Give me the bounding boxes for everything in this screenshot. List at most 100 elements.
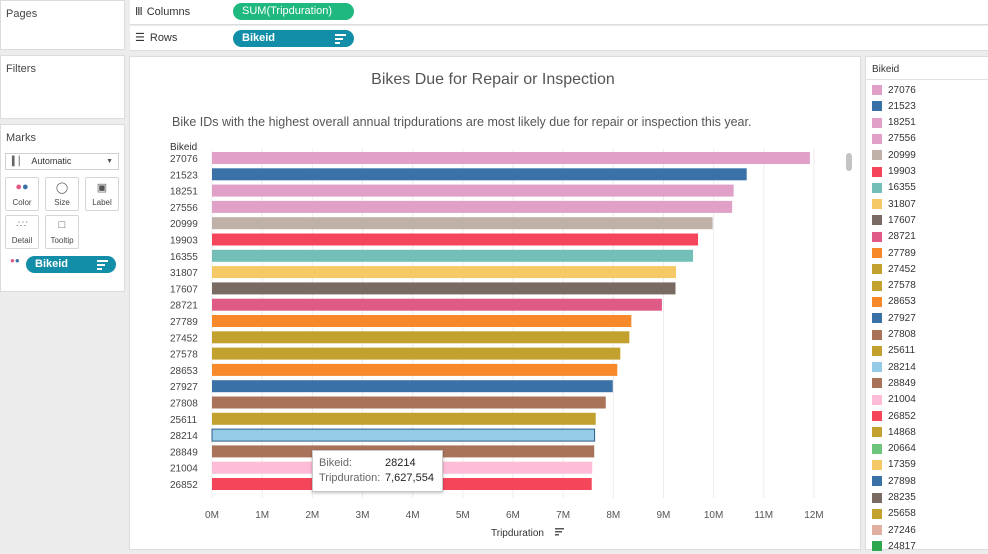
tooltip-card-button[interactable]: □ Tooltip <box>45 215 79 249</box>
bar[interactable] <box>211 428 596 442</box>
legend-item[interactable]: 27898 <box>872 473 916 489</box>
bar[interactable] <box>212 168 747 181</box>
bar[interactable] <box>212 282 676 295</box>
legend-item[interactable]: 27808 <box>872 327 916 343</box>
legend-item[interactable]: 17607 <box>872 212 916 228</box>
legend-item[interactable]: 27927 <box>872 310 916 326</box>
legend-item[interactable]: 27556 <box>872 131 916 147</box>
mark-type-value: Automatic <box>31 156 72 166</box>
legend-swatch <box>872 378 882 389</box>
y-tick-label: 28721 <box>170 301 198 312</box>
legend-item[interactable]: 18251 <box>872 115 916 131</box>
color-card-button[interactable]: ●● Color <box>5 177 39 211</box>
bar-chart-icon: ▍▏ <box>12 156 26 166</box>
size-card-button[interactable]: ◯ Size <box>45 177 79 211</box>
rows-label: Rows <box>149 31 178 44</box>
x-tick-label: 1M <box>255 510 269 521</box>
legend-item[interactable]: 28721 <box>872 229 916 245</box>
legend-label: 24817 <box>888 540 916 552</box>
bar[interactable] <box>212 412 596 425</box>
legend-swatch <box>872 296 882 307</box>
legend-label: 27578 <box>888 280 916 292</box>
bar[interactable] <box>212 331 630 344</box>
legend-item[interactable]: 28849 <box>872 375 916 391</box>
vertical-scrollbar[interactable] <box>846 153 852 171</box>
legend-label: 20999 <box>888 149 916 161</box>
tooltip-icon: □ <box>58 219 66 231</box>
size-icon: ◯ <box>55 182 69 194</box>
legend-item[interactable]: 28653 <box>872 294 916 310</box>
x-tick-label: 5M <box>456 510 470 521</box>
y-tick-label: 27452 <box>170 333 198 344</box>
legend-item[interactable]: 21523 <box>872 98 916 114</box>
legend-item[interactable]: 25658 <box>872 506 916 522</box>
legend-item[interactable]: 25611 <box>872 343 915 359</box>
bar[interactable] <box>212 363 618 376</box>
legend-swatch <box>872 459 882 470</box>
legend-item[interactable]: 27789 <box>872 245 916 261</box>
legend-item[interactable]: 26852 <box>872 408 916 424</box>
bar[interactable] <box>212 298 662 311</box>
bar[interactable] <box>212 152 810 164</box>
legend-label: 27246 <box>888 524 916 536</box>
bar[interactable] <box>212 217 713 230</box>
text-label-icon: ▣ <box>96 182 108 194</box>
legend-label: 27898 <box>888 475 916 487</box>
marks-label: Marks <box>6 132 36 144</box>
sort-icon <box>335 32 346 44</box>
x-axis-sort-icon[interactable] <box>555 528 564 536</box>
legend-item[interactable]: 27246 <box>872 522 916 538</box>
legend-label: 27076 <box>888 84 916 96</box>
bar[interactable] <box>212 249 694 262</box>
x-tick-label: 8M <box>606 510 620 521</box>
rows-shelf[interactable]: ☰ Rows Bikeid <box>130 26 988 51</box>
bar[interactable] <box>212 266 676 279</box>
y-tick-label: 19903 <box>170 236 198 247</box>
bar[interactable] <box>212 184 734 197</box>
columns-pill-label: SUM(Tripduration) <box>242 5 333 17</box>
bar[interactable] <box>212 347 621 360</box>
legend-item[interactable]: 20664 <box>872 441 916 457</box>
bar[interactable] <box>212 380 613 393</box>
tooltip-card-label: Tooltip <box>50 236 74 245</box>
y-tick-label: 27076 <box>170 154 198 165</box>
color-icon: ●● <box>15 181 29 193</box>
legend-swatch <box>872 133 882 144</box>
legend-item[interactable]: 27578 <box>872 278 916 294</box>
legend-item[interactable]: 16355 <box>872 180 916 196</box>
legend-swatch <box>872 248 882 258</box>
columns-pill[interactable]: SUM(Tripduration) <box>233 3 354 20</box>
legend-item[interactable]: 27452 <box>872 261 916 277</box>
legend-item[interactable]: 28214 <box>872 359 916 375</box>
legend-item[interactable]: 19903 <box>872 164 916 180</box>
legend-item[interactable]: 28235 <box>872 490 916 506</box>
mark-type-dropdown[interactable]: ▍▏ Automatic ▼ <box>5 153 119 170</box>
filters-shelf[interactable]: Filters <box>0 55 125 119</box>
rows-pill[interactable]: Bikeid <box>233 30 354 47</box>
legend-swatch <box>872 345 882 356</box>
columns-shelf[interactable]: ⅠⅠⅠ Columns SUM(Tripduration) <box>130 0 988 25</box>
bar[interactable] <box>212 200 733 213</box>
legend-item[interactable]: 27076 <box>872 82 916 98</box>
detail-card-button[interactable]: ∴∵ Detail <box>5 215 39 249</box>
x-tick-labels: 0M 1M 2M 3M 4M 5M 6M 7M 8M 9M 10M 11M 12M <box>205 510 824 521</box>
legend-item[interactable]: 20999 <box>872 147 916 163</box>
y-tick-label: 28849 <box>170 447 198 458</box>
chart-subtitle: Bike IDs with the highest overall annual… <box>172 115 751 129</box>
legend-item[interactable]: 14868 <box>872 424 916 440</box>
bar[interactable] <box>212 233 699 246</box>
bar[interactable] <box>212 315 632 327</box>
bar[interactable] <box>212 396 606 409</box>
legend-item[interactable]: 31807 <box>872 196 916 212</box>
legend-item[interactable]: 24817 <box>872 538 916 554</box>
x-axis-title: Tripduration <box>491 528 544 539</box>
legend-item[interactable]: 17359 <box>872 457 916 473</box>
bikeid-color-pill[interactable]: Bikeid <box>26 256 116 273</box>
legend-label: 25658 <box>888 508 916 520</box>
legend-label: 26852 <box>888 410 916 422</box>
pages-shelf[interactable]: Pages <box>0 0 125 50</box>
label-card-label: Label <box>92 198 112 207</box>
legend-title: Bikeid <box>872 64 900 75</box>
legend-item[interactable]: 21004 <box>872 392 916 408</box>
label-card-button[interactable]: ▣ Label <box>85 177 119 211</box>
